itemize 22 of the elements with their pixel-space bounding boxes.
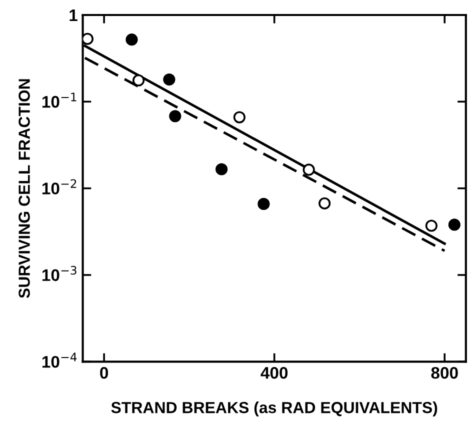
x-tick-label: 400 (260, 366, 288, 379)
point (425, 220, 438, 232)
point (126, 34, 138, 46)
point (318, 197, 331, 210)
point (82, 32, 94, 45)
point (163, 73, 176, 86)
y-tick-label: 10$^{−1}$ (42, 92, 76, 108)
x-tick-label: 0 (100, 366, 108, 379)
x-axis-title: STRAND BREAKS (as RAD EQUIVALENTS) (111, 402, 438, 416)
point (169, 110, 182, 122)
point (132, 74, 145, 86)
point (233, 111, 246, 124)
point (448, 218, 460, 231)
y-axis-title: SURVIVING CELL FRACTION (18, 79, 30, 298)
y-tick-label: 1 (70, 10, 78, 22)
point (258, 198, 270, 210)
x-tick-label: 800 (431, 366, 458, 379)
y-tick-label: 10$^{−4}$ (42, 352, 77, 368)
point (216, 163, 228, 176)
y-tick-label: 10$^{−2}$ (42, 179, 76, 194)
point (302, 164, 315, 176)
y-tick-label: 10$^{−3}$ (42, 266, 76, 282)
